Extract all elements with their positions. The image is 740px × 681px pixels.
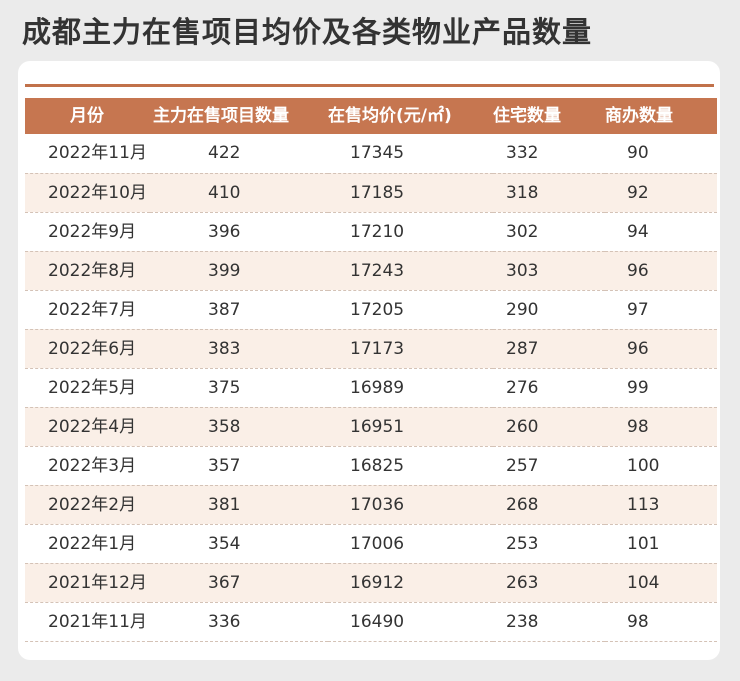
page-title: 成都主力在售项目均价及各类物业产品数量	[22, 15, 593, 49]
residential-count-cell: 290	[506, 299, 539, 320]
month-cell: 2022年1月	[48, 533, 137, 554]
month-cell: 2022年9月	[48, 221, 137, 242]
project-count-cell: 375	[208, 377, 241, 398]
avg-price-cell: 16825	[350, 455, 405, 476]
avg-price-cell: 16989	[350, 377, 405, 398]
header-row: 月份 主力在售项目数量 在售均价(元/㎡) 住宅数量 商办数量	[25, 98, 717, 134]
commercial-count-cell: 96	[627, 260, 649, 281]
project-count-cell: 358	[208, 416, 241, 437]
table-row: 2021年11月 336 16490 238 98	[25, 602, 717, 641]
month-cell: 2022年7月	[48, 299, 137, 320]
data-table: 月份 主力在售项目数量 在售均价(元/㎡) 住宅数量 商办数量 2022年11月 422 1…	[25, 98, 717, 642]
month-cell: 2022年3月	[48, 455, 137, 476]
month-cell: 2022年11月	[48, 143, 147, 164]
avg-price-header: 在售均价(元/㎡)	[328, 106, 452, 126]
avg-price-cell: 17173	[350, 338, 405, 359]
month-cell: 2022年2月	[48, 494, 137, 515]
avg-price-cell: 17345	[350, 143, 405, 164]
residential-count-cell: 238	[506, 611, 539, 632]
residential-count-cell: 260	[506, 416, 539, 437]
table-row: 2022年1月 354 17006 253 101	[25, 524, 717, 563]
table-row: 2022年10月 410 17185 318 92	[25, 173, 717, 212]
avg-price-cell: 16951	[350, 416, 405, 437]
project-count-cell: 381	[208, 494, 241, 515]
residential-count-cell: 302	[506, 221, 539, 242]
residential-count-cell: 263	[506, 572, 539, 593]
project-count-cell: 396	[208, 221, 241, 242]
residential-count-cell: 257	[506, 455, 539, 476]
month-cell: 2022年8月	[48, 260, 137, 281]
table-row: 2022年11月 422 17345 332 90	[25, 134, 717, 173]
avg-price-cell: 16490	[350, 611, 405, 632]
month-cell: 2022年6月	[48, 338, 137, 359]
commercial-count-cell: 98	[627, 611, 649, 632]
residential-count-cell: 318	[506, 182, 539, 203]
table-row: 2022年2月 381 17036 268 113	[25, 485, 717, 524]
table-row: 2022年6月 383 17173 287 96	[25, 329, 717, 368]
avg-price-cell: 17036	[350, 494, 405, 515]
avg-price-cell: 17243	[350, 260, 405, 281]
commercial-count-cell: 94	[627, 221, 649, 242]
month-cell: 2021年12月	[48, 572, 147, 593]
residential-count-cell: 276	[506, 377, 539, 398]
month-cell: 2021年11月	[48, 611, 147, 632]
table-body: 2022年11月 422 17345 332 90 2022年10月 410 17185 318…	[25, 134, 717, 641]
commercial-count-cell: 97	[627, 299, 649, 320]
table-row: 2021年12月 367 16912 263 104	[25, 563, 717, 602]
residential-count-cell: 303	[506, 260, 539, 281]
table-row: 2022年7月 387 17205 290 97	[25, 290, 717, 329]
commercial-count-cell: 99	[627, 377, 649, 398]
table-row: 2022年4月 358 16951 260 98	[25, 407, 717, 446]
avg-price-cell: 17205	[350, 299, 405, 320]
residential-count-cell: 253	[506, 533, 539, 554]
avg-price-cell: 16912	[350, 572, 405, 593]
commercial-count-cell: 101	[627, 533, 660, 554]
month-cell: 2022年10月	[48, 182, 147, 203]
project-count-cell: 399	[208, 260, 241, 281]
commercial-count-cell: 98	[627, 416, 649, 437]
project-count-cell: 410	[208, 182, 241, 203]
table-row: 2022年3月 357 16825 257 100	[25, 446, 717, 485]
project-count-cell: 357	[208, 455, 241, 476]
project-count-cell: 383	[208, 338, 241, 359]
project-count-cell: 336	[208, 611, 241, 632]
project-count-header: 主力在售项目数量	[153, 106, 289, 126]
commercial-count-cell: 90	[627, 143, 649, 164]
table-row: 2022年5月 375 16989 276 99	[25, 368, 717, 407]
residential-count-cell: 287	[506, 338, 539, 359]
commercial-count-cell: 92	[627, 182, 649, 203]
month-cell: 2022年5月	[48, 377, 137, 398]
avg-price-cell: 17006	[350, 533, 405, 554]
project-count-cell: 354	[208, 533, 241, 554]
project-count-cell: 387	[208, 299, 241, 320]
residential-count-header: 住宅数量	[493, 106, 561, 126]
month-header: 月份	[70, 106, 104, 126]
commercial-count-cell: 96	[627, 338, 649, 359]
table-card: 月份 主力在售项目数量 在售均价(元/㎡) 住宅数量 商办数量 2022年11月 422 1…	[18, 61, 720, 660]
accent-line	[25, 84, 714, 87]
table-header: 月份 主力在售项目数量 在售均价(元/㎡) 住宅数量 商办数量	[25, 98, 717, 134]
project-count-cell: 422	[208, 143, 241, 164]
commercial-count-header: 商办数量	[605, 106, 673, 126]
table-row: 2022年8月 399 17243 303 96	[25, 251, 717, 290]
commercial-count-cell: 104	[627, 572, 660, 593]
residential-count-cell: 332	[506, 143, 539, 164]
commercial-count-cell: 100	[627, 455, 660, 476]
table-row: 2022年9月 396 17210 302 94	[25, 212, 717, 251]
commercial-count-cell: 113	[627, 494, 660, 515]
month-cell: 2022年4月	[48, 416, 137, 437]
avg-price-cell: 17210	[350, 221, 405, 242]
avg-price-cell: 17185	[350, 182, 405, 203]
residential-count-cell: 268	[506, 494, 539, 515]
project-count-cell: 367	[208, 572, 241, 593]
